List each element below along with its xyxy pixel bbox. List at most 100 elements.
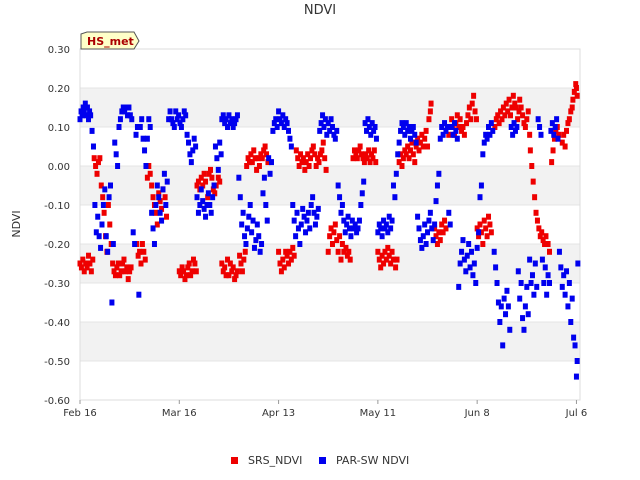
srs-ndvi-point xyxy=(293,147,299,154)
srs-ndvi-point xyxy=(249,159,255,166)
srs-ndvi-point xyxy=(495,112,501,119)
par-sw-ndvi-point xyxy=(366,124,372,130)
srs-ndvi-point xyxy=(367,159,373,166)
par-sw-ndvi-point xyxy=(220,112,226,119)
srs-ndvi-point xyxy=(522,124,528,130)
par-sw-ndvi-point xyxy=(290,202,296,208)
par-sw-ndvi-point xyxy=(249,229,255,236)
srs-ndvi-point xyxy=(210,186,216,193)
srs-ndvi-point xyxy=(81,268,87,275)
par-sw-ndvi-point xyxy=(504,287,510,294)
srs-ndvi-point xyxy=(500,104,506,111)
srs-ndvi-point xyxy=(386,252,392,259)
par-sw-ndvi-point xyxy=(163,202,169,208)
par-sw-ndvi-point xyxy=(392,194,398,201)
x-axis-ticks: Feb 16 Mar 16 Apr 13 May 11 Jun 8 Jul 6 xyxy=(63,400,587,419)
srs-ndvi-point xyxy=(142,256,148,263)
srs-ndvi-point xyxy=(346,248,352,255)
par-sw-ndvi-point xyxy=(154,182,160,189)
srs-ndvi-point xyxy=(341,248,347,255)
par-sw-ndvi-point xyxy=(549,120,555,127)
srs-ndvi-point xyxy=(194,182,200,189)
srs-ndvi-point xyxy=(573,81,579,88)
par-sw-ndvi-point xyxy=(127,112,133,119)
par-sw-ndvi-point xyxy=(335,182,341,189)
site-label-text: HS_met xyxy=(87,35,134,48)
par-sw-ndvi-point xyxy=(321,124,327,130)
srs-ndvi-point xyxy=(262,143,268,150)
par-sw-ndvi-point xyxy=(375,229,381,236)
par-sw-ndvi-point xyxy=(505,303,511,310)
par-sw-ndvi-point xyxy=(364,127,370,134)
par-sw-ndvi-point xyxy=(223,116,229,123)
par-sw-ndvi-point xyxy=(170,120,176,127)
par-sw-ndvi-point xyxy=(132,241,138,247)
srs-ndvi-point xyxy=(383,256,389,263)
par-sw-ndvi-point xyxy=(393,170,399,177)
srs-ndvi-point xyxy=(378,264,384,271)
par-sw-ndvi-point xyxy=(218,151,224,158)
srs-ndvi-point xyxy=(486,213,492,220)
par-sw-ndvi-point xyxy=(427,209,433,216)
srs-ndvi-point xyxy=(291,252,297,259)
par-sw-ndvi-point xyxy=(270,127,276,134)
par-sw-ndvi-point xyxy=(113,151,119,158)
srs-ndvi-point xyxy=(388,260,394,267)
par-sw-ndvi-point xyxy=(317,127,323,134)
srs-ndvi-point xyxy=(188,272,194,279)
srs-ndvi-point xyxy=(498,108,504,115)
par-sw-ndvi-point xyxy=(191,135,197,142)
par-sw-ndvi-point xyxy=(303,229,309,236)
par-sw-ndvi-point xyxy=(399,120,405,127)
srs-ndvi-point xyxy=(225,256,231,263)
par-sw-ndvi-point xyxy=(295,225,301,232)
srs-ndvi-point xyxy=(334,237,340,244)
par-sw-ndvi-point xyxy=(365,116,371,123)
srs-ndvi-point xyxy=(327,233,333,240)
srs-ndvi-point xyxy=(398,151,404,158)
par-sw-ndvi-point xyxy=(497,319,503,325)
par-sw-ndvi-point xyxy=(510,131,516,138)
par-sw-ndvi-point xyxy=(167,108,173,115)
par-sw-ndvi-point xyxy=(432,221,438,228)
srs-ndvi-point xyxy=(521,120,527,127)
srs-ndvi-point xyxy=(488,229,494,236)
y-axis-ticks: 0.30 0.20 0.10 0.00 -0.10 -0.20 -0.30 -0.40 -0.5… xyxy=(44,45,70,407)
par-sw-ndvi-point xyxy=(379,233,385,240)
srs-ndvi-point xyxy=(568,108,574,115)
srs-ndvi-point xyxy=(382,248,388,255)
par-sw-ndvi-point xyxy=(571,334,577,341)
srs-ndvi-point xyxy=(281,264,287,271)
par-sw-ndvi-point xyxy=(382,225,388,232)
par-sw-ndvi-point xyxy=(180,116,186,123)
par-sw-ndvi-point xyxy=(87,108,93,115)
srs-ndvi-point xyxy=(86,252,92,259)
srs-ndvi-point xyxy=(78,264,84,271)
srs-ndvi-point xyxy=(100,194,106,201)
y-tick-label: -0.20 xyxy=(44,240,70,251)
par-sw-ndvi-point xyxy=(298,221,304,228)
par-sw-ndvi-point xyxy=(315,205,321,212)
srs-ndvi-point xyxy=(357,143,363,150)
srs-ndvi-point xyxy=(201,170,207,177)
srs-ndvi-point xyxy=(443,225,449,232)
par-sw-ndvi-point xyxy=(402,131,408,138)
srs-ndvi-point xyxy=(351,147,357,154)
par-sw-ndvi-point xyxy=(409,127,415,134)
par-sw-ndvi-point xyxy=(89,127,95,134)
srs-ndvi-point xyxy=(472,108,478,115)
srs-ndvi-point xyxy=(536,225,542,232)
srs-ndvi-point xyxy=(471,92,477,99)
par-sw-ndvi-point xyxy=(225,124,231,130)
srs-ndvi-point xyxy=(402,147,408,154)
srs-ndvi-point xyxy=(288,256,294,263)
par-sw-ndvi-point xyxy=(304,217,310,224)
srs-ndvi-point xyxy=(200,182,206,189)
srs-ndvi-point xyxy=(105,202,111,208)
par-sw-ndvi-point xyxy=(561,272,567,279)
par-sw-ndvi-point xyxy=(119,108,125,115)
srs-ndvi-point xyxy=(474,225,480,232)
par-sw-ndvi-point xyxy=(551,131,557,138)
srs-ndvi-point xyxy=(255,155,261,162)
par-sw-ndvi-point xyxy=(562,291,568,298)
